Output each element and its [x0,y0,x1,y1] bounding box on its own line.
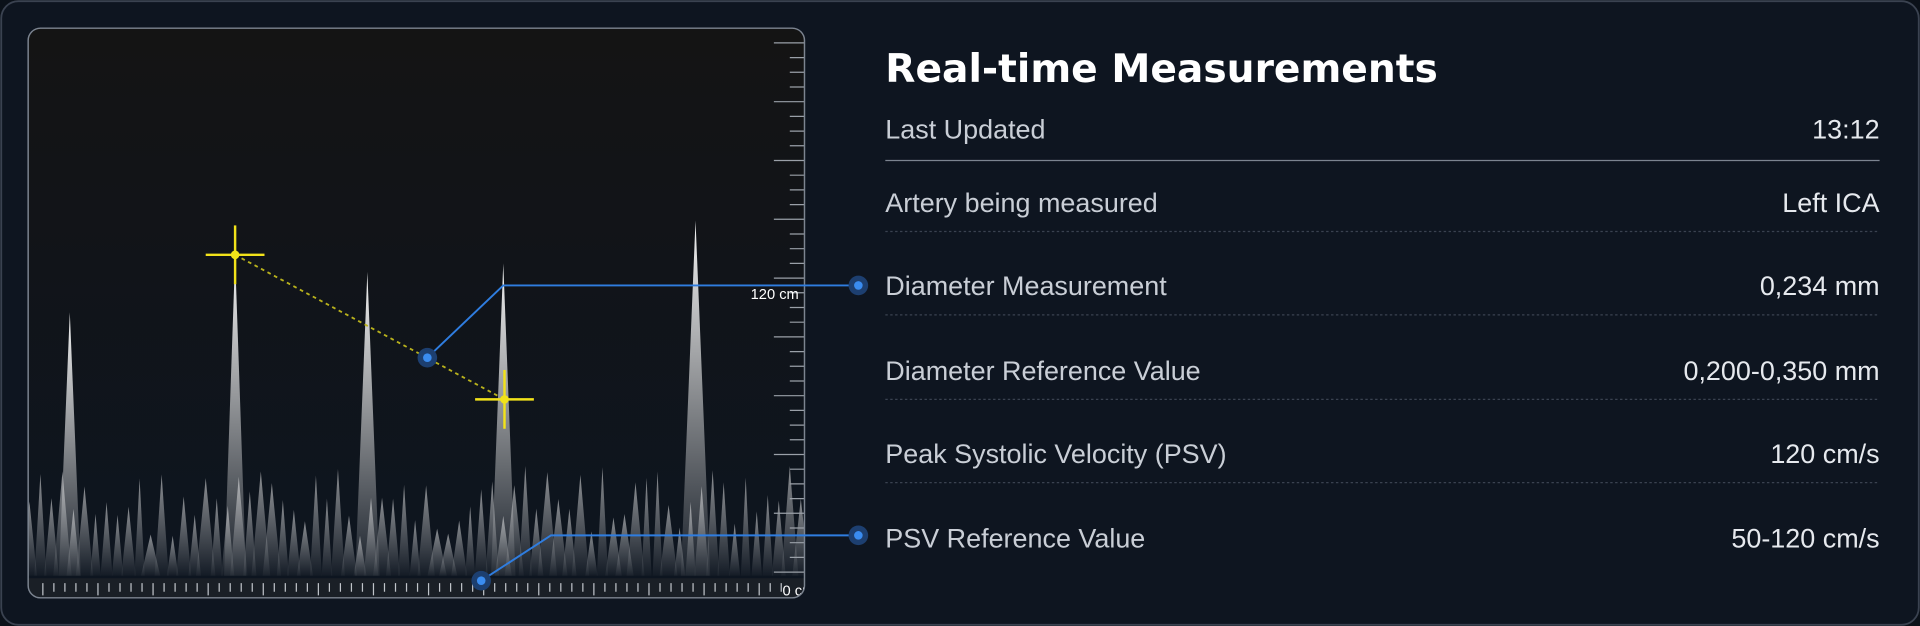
spike [474,489,488,576]
spike [706,470,720,576]
ruler-ticks [42,42,805,596]
spike [641,477,652,576]
spike [729,523,741,576]
row-value: 120 cm/s [1770,439,1879,469]
spike [276,500,289,576]
spike [585,531,598,576]
spike [34,474,47,576]
crosshair-dot [230,250,240,260]
spike [121,506,136,576]
spike [262,483,282,576]
spike [166,535,179,576]
row-label: Diameter Reference Value [885,356,1200,386]
spike [75,486,94,576]
scale-top-label: 120 cm [751,287,799,303]
spike [195,478,216,576]
row-value: 0,200-0,350 mm [1683,356,1879,386]
spike [652,471,663,576]
connector-dots [417,275,869,591]
spike [596,467,609,576]
spike [355,271,380,576]
spike [465,506,476,576]
connectors [426,284,859,582]
row-label: Peak Systolic Velocity (PSV) [885,439,1226,469]
waveform-panel: 120 cm 0 cm [28,28,814,599]
spike [90,513,101,576]
title: Real-time Measurements [885,47,1437,92]
row-value: 13:12 [1812,114,1879,144]
spike [176,496,192,576]
spike [296,521,313,576]
waveform [28,220,805,576]
spike [792,498,805,576]
scale-bottom-label: 0 cm [782,583,814,599]
spike [751,511,763,576]
bottom-ruler [28,578,805,598]
row-label: PSV Reference Value [885,524,1145,554]
spike [680,220,711,576]
panel-bg [28,28,805,598]
panel-frame [27,27,806,599]
spike [224,257,247,576]
row-label: Diameter Measurement [885,271,1167,301]
spike [781,466,799,576]
spike [321,498,333,576]
spike [771,500,786,576]
spike [58,312,81,576]
spike [386,498,401,576]
spike [549,499,568,576]
row-label: Last Updated [885,114,1045,144]
measurement-rows: Artery being measured Left ICA Diameter Me… [885,188,1880,554]
row-value: Left ICA [1782,188,1879,218]
spike [100,502,113,576]
spike [740,477,751,576]
spike [409,520,421,576]
spike [287,509,301,576]
spike [28,501,38,576]
spike [717,482,731,576]
spike [340,515,358,576]
crosshair-dot [500,395,509,404]
spike [518,466,532,576]
spike [111,514,124,576]
row-label: Artery being measured [885,188,1157,218]
row-value: 50-120 cm/s [1731,524,1879,554]
spike [243,491,257,576]
spike [562,508,577,576]
spike [626,482,645,576]
spike [134,478,145,576]
spike [659,504,678,576]
spike [417,485,435,576]
spike [571,474,590,576]
spike [398,484,411,576]
spike [537,472,558,576]
spike [154,474,169,576]
spike [451,520,468,576]
spike [309,475,322,576]
spike [210,498,223,576]
spike [331,469,345,576]
row-value: 0,234 mm [1760,271,1880,301]
